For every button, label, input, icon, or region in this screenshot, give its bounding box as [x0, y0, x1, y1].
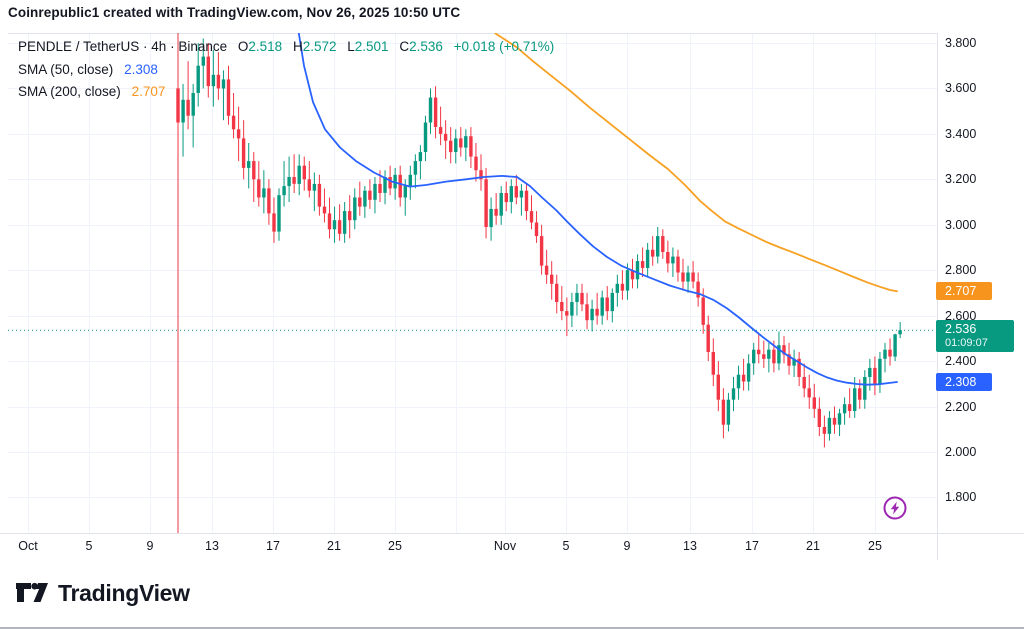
time-axis-label: 5 [85, 539, 93, 553]
chart-canvas[interactable] [0, 0, 1024, 570]
time-axis-label: Oct [18, 539, 38, 553]
time-axis-label: 25 [868, 539, 882, 553]
sma200-price-badge: 2.707 [936, 282, 992, 301]
time-axis-label: 13 [205, 539, 219, 553]
sma200-label: SMA (200, close) [18, 84, 121, 99]
bar-countdown: 01:09:07 [945, 337, 988, 350]
ohlc-low-label: L [347, 39, 355, 54]
last-price-value: 2.536 [945, 322, 977, 337]
ohlc-open-label: O [237, 39, 249, 54]
tradingview-logo-icon [16, 582, 48, 602]
time-axis[interactable]: Oct 5 9 13 17 21 25 Nov 5 9 13 17 21 25 [0, 539, 1024, 559]
sma50-row[interactable]: SMA (50, close) 2.308 [18, 62, 554, 78]
ohlc-high-value: 2.572 [302, 39, 337, 54]
ohlc-close-label: C [399, 39, 410, 54]
chart-legend: PENDLE / TetherUS · 4h · Binance O2.518 … [18, 39, 554, 107]
brand-name: TradingView [58, 579, 190, 606]
sma50-value: 2.308 [124, 61, 158, 77]
time-axis-label: 25 [388, 539, 402, 553]
ohlc-low-value: 2.501 [354, 39, 389, 54]
last-price-badge: 2.536 01:09:07 [936, 320, 1014, 353]
sma50-price-badge: 2.308 [936, 372, 992, 391]
symbol-row[interactable]: PENDLE / TetherUS · 4h · Binance O2.518 … [18, 39, 554, 55]
time-axis-label: 5 [562, 539, 570, 553]
sma200-value: 2.707 [131, 84, 166, 99]
time-axis-label: 17 [745, 539, 759, 553]
time-axis-label: 17 [266, 539, 280, 553]
time-axis-label: 9 [623, 539, 631, 553]
symbol-title: PENDLE / TetherUS · 4h · Binance [18, 39, 228, 54]
bottom-divider [0, 627, 1024, 629]
attribution-text: Coinrepublic1 created with TradingView.c… [8, 5, 461, 20]
ohlc-close-value: 2.536 [409, 39, 443, 54]
lightning-icon [883, 496, 907, 520]
sma50-label: SMA (50, close) [18, 61, 114, 77]
sma200-row[interactable]: SMA (200, close) 2.707 [18, 84, 554, 100]
time-axis-label: 21 [327, 539, 341, 553]
time-axis-label: 21 [806, 539, 820, 553]
ohlc-open-value: 2.518 [248, 39, 283, 54]
time-axis-label: Nov [493, 539, 517, 553]
ohlc-high-label: H [292, 39, 303, 54]
tradingview-logo[interactable]: TradingView [14, 578, 190, 608]
change-value: +0.018 (+0.71%) [453, 39, 555, 54]
time-axis-label: 13 [683, 539, 697, 553]
instant-order-button[interactable] [881, 494, 909, 522]
time-axis-label: 9 [146, 539, 154, 553]
